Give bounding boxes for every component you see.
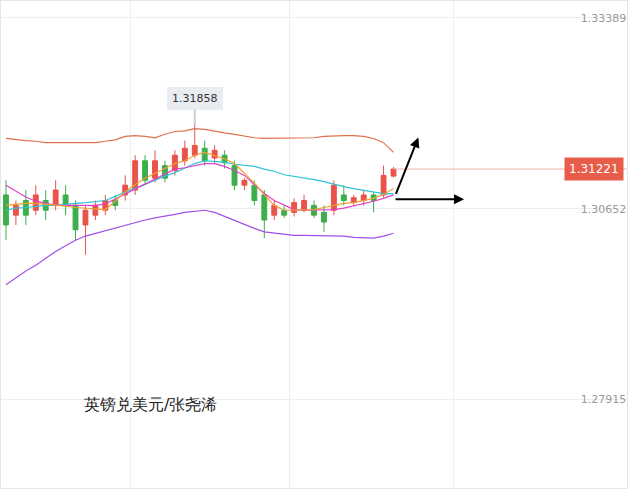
svg-text:1.33389: 1.33389 — [581, 12, 627, 25]
svg-text:1.31858: 1.31858 — [172, 92, 218, 105]
svg-text:1.31221: 1.31221 — [569, 162, 619, 176]
svg-text:英镑兑美元/张尧浠: 英镑兑美元/张尧浠 — [84, 395, 217, 414]
svg-text:1.30652: 1.30652 — [581, 203, 627, 216]
svg-text:1.27915: 1.27915 — [581, 393, 627, 406]
